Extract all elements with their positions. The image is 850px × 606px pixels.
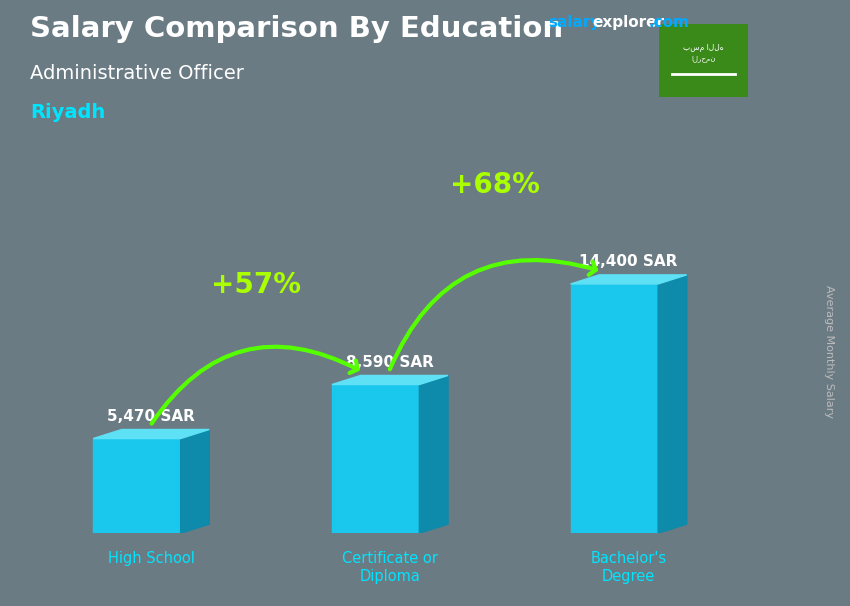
Polygon shape	[332, 376, 448, 385]
Text: Average Monthly Salary: Average Monthly Salary	[824, 285, 834, 418]
Polygon shape	[94, 430, 209, 439]
Text: Salary Comparison By Education: Salary Comparison By Education	[30, 15, 563, 43]
Text: salary: salary	[548, 15, 601, 30]
Polygon shape	[570, 275, 687, 284]
Text: High School: High School	[108, 551, 195, 567]
Polygon shape	[570, 284, 658, 533]
Text: explorer: explorer	[592, 15, 665, 30]
Text: Bachelor's
Degree: Bachelor's Degree	[591, 551, 666, 584]
Polygon shape	[419, 376, 448, 533]
Polygon shape	[658, 275, 687, 533]
Text: .com: .com	[649, 15, 689, 30]
Polygon shape	[94, 439, 181, 533]
Polygon shape	[181, 430, 209, 533]
Text: +57%: +57%	[212, 271, 301, 299]
Text: Administrative Officer: Administrative Officer	[30, 64, 244, 82]
Polygon shape	[332, 385, 419, 533]
Text: +68%: +68%	[450, 170, 540, 199]
Text: 8,590 SAR: 8,590 SAR	[346, 355, 434, 370]
Text: 5,470 SAR: 5,470 SAR	[107, 409, 196, 424]
Text: بسم الله: بسم الله	[683, 43, 723, 52]
Text: الرحمن: الرحمن	[691, 56, 716, 62]
Text: Riyadh: Riyadh	[30, 103, 105, 122]
Text: Certificate or
Diploma: Certificate or Diploma	[342, 551, 438, 584]
Text: 14,400 SAR: 14,400 SAR	[580, 255, 677, 270]
